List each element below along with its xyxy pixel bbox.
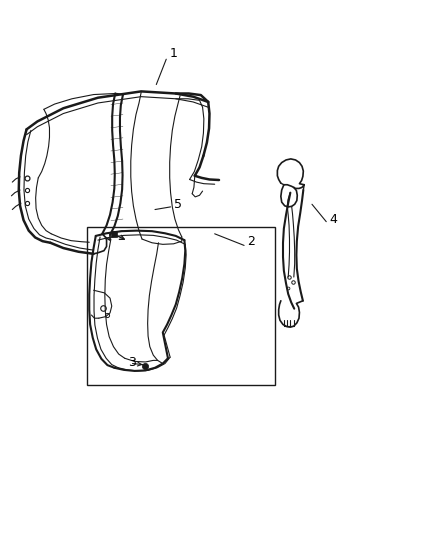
- Text: 1: 1: [169, 46, 177, 60]
- Text: 4: 4: [329, 213, 337, 226]
- Text: 3: 3: [128, 356, 136, 369]
- Text: 2: 2: [247, 236, 255, 248]
- Text: 5: 5: [173, 198, 182, 212]
